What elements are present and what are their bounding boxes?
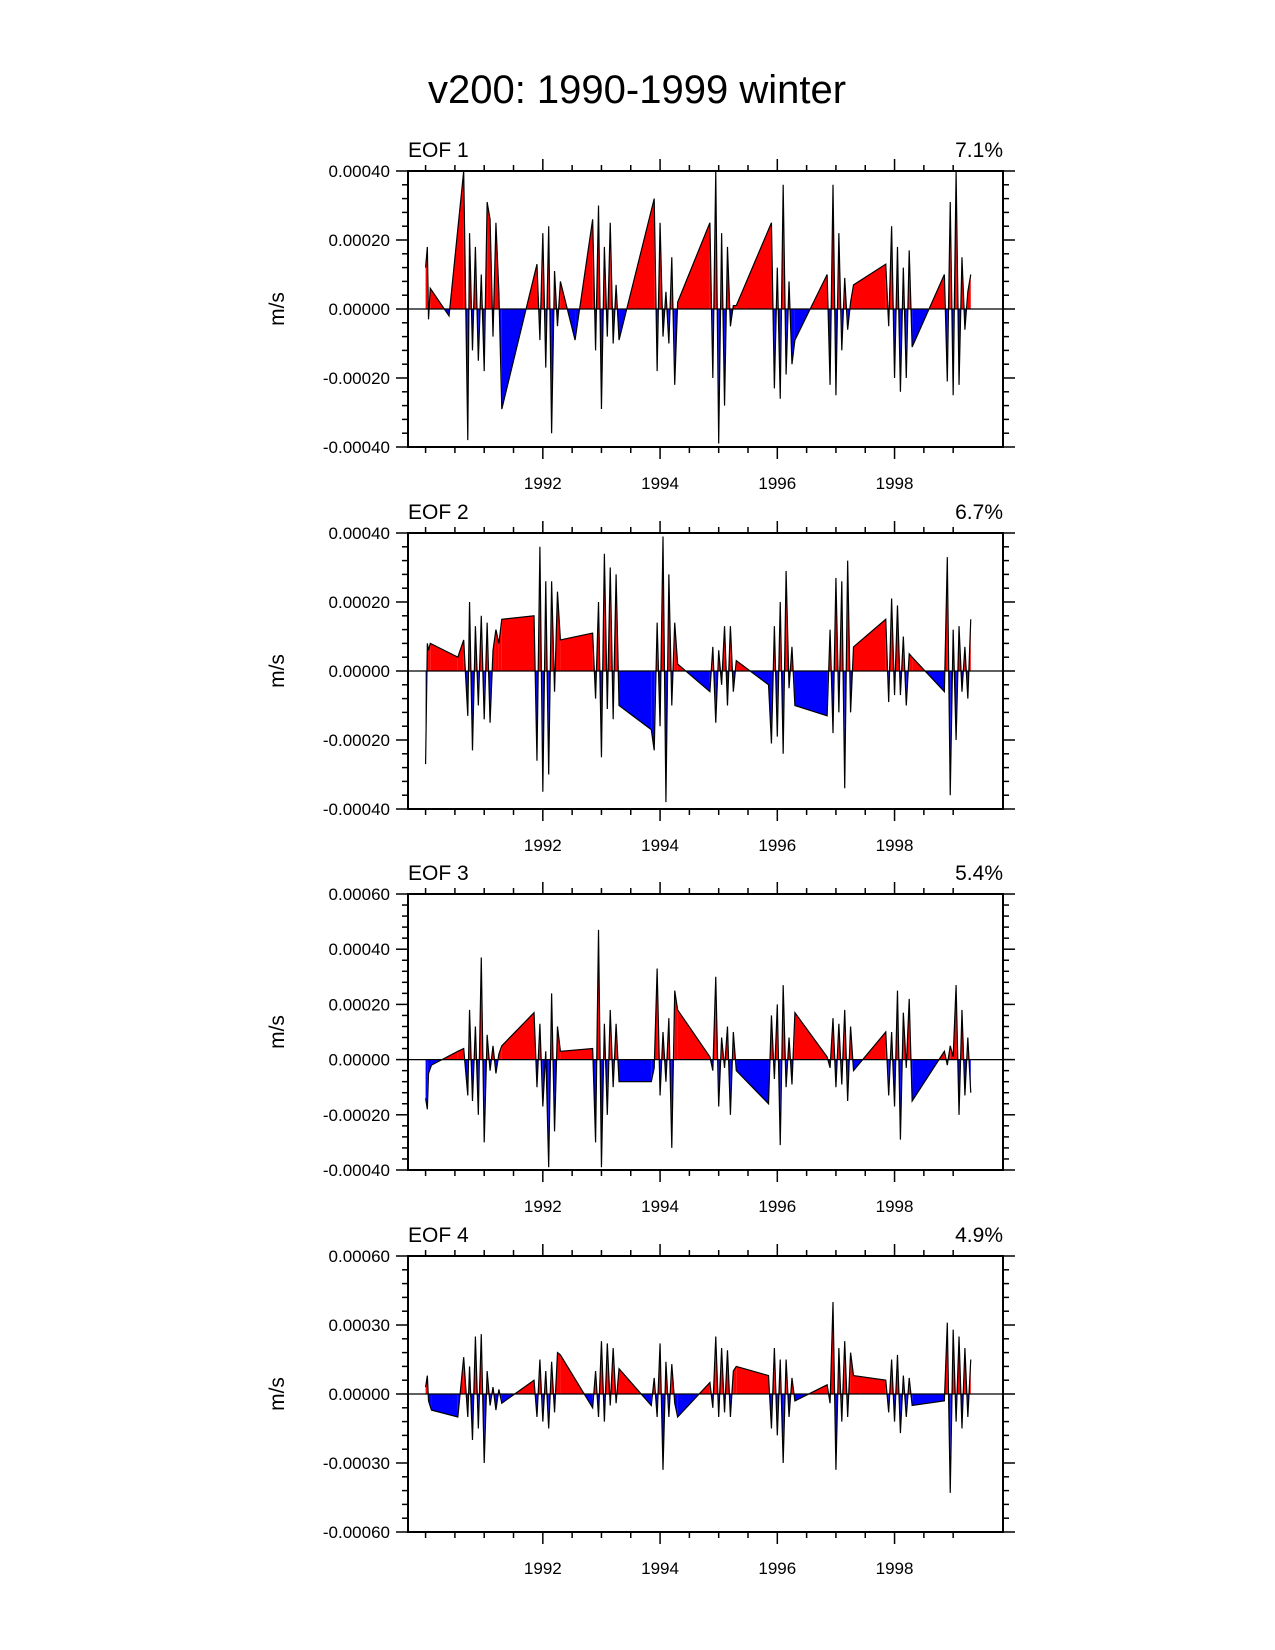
panel-title-right: 5.4% (955, 862, 1003, 885)
xtick-label: 1998 (876, 1559, 914, 1578)
eof-panel-4: -0.00060 -0.00030 0.00000 0.00030 0.00060 199… (266, 1224, 1015, 1578)
series-line (424, 929, 972, 1168)
positive-area-28 (560, 633, 593, 671)
positive-area-17 (498, 619, 502, 671)
panel-title-right: 4.9% (955, 1224, 1003, 1247)
ytick-label: 0.00000 (329, 662, 390, 681)
positive-area-75 (853, 1375, 886, 1394)
xtick-label: 1998 (876, 1197, 914, 1216)
xtick-label: 1996 (758, 1559, 796, 1578)
positive-area-54 (733, 1366, 737, 1394)
xtick-label: 1994 (641, 1197, 679, 1216)
ytick-label: 0.00020 (329, 593, 390, 612)
plot-frame (407, 893, 1004, 1171)
xtick-label: 1992 (524, 1197, 562, 1216)
positive-area-94 (967, 274, 971, 309)
ytick-label: -0.00040 (323, 1161, 390, 1180)
panel-title-left: EOF 1 (408, 139, 469, 162)
negative-area-33 (619, 1059, 652, 1082)
ytick-label: -0.00060 (323, 1523, 390, 1542)
positive-area-83 (909, 653, 913, 671)
positive-area-74 (853, 619, 886, 671)
ytick-label: 0.00020 (329, 995, 390, 1014)
ylabel: m/s (266, 292, 289, 326)
series-line (424, 1301, 972, 1493)
positive-area-47 (677, 222, 710, 309)
ytick-label: 0.00040 (329, 162, 390, 181)
figure-title: v200: 1990-1999 winter (428, 68, 846, 112)
eof-panel-2: -0.00040 -0.00020 0.00000 0.00020 0.00040 199… (266, 501, 1015, 855)
xtick-label: 1992 (524, 474, 562, 493)
xtick-label: 1996 (758, 836, 796, 855)
ytick-label: -0.00040 (323, 438, 390, 457)
xtick-label: 1994 (641, 836, 679, 855)
ytick-label: -0.00040 (323, 800, 390, 819)
negative-area-29 (651, 671, 655, 751)
negative-area-59 (791, 309, 795, 365)
ylabel: m/s (266, 654, 289, 688)
positive-area-0 (425, 246, 428, 309)
positive-area-15 (493, 629, 496, 671)
ytick-label: -0.00030 (323, 1454, 390, 1473)
xtick-label: 1994 (641, 474, 679, 493)
positive-area-75 (853, 264, 886, 309)
xtick-label: 1994 (641, 1559, 679, 1578)
positive-area-18 (501, 615, 535, 671)
xtick-label: 1998 (876, 474, 914, 493)
series-line (424, 170, 972, 444)
negative-area-51 (736, 1059, 769, 1104)
ytick-label: 0.00060 (329, 1247, 390, 1266)
positive-area-13 (487, 202, 491, 309)
series-line (424, 536, 972, 803)
positive-area-4 (457, 639, 464, 671)
ytick-label: 0.00030 (329, 1316, 390, 1335)
panel-title-left: EOF 2 (408, 501, 469, 524)
ytick-label: 0.00000 (329, 1051, 390, 1070)
ytick-label: 0.00000 (329, 1385, 390, 1404)
ytick-label: 0.00040 (329, 940, 390, 959)
positive-area-15 (501, 1012, 535, 1060)
xtick-label: 1996 (758, 1197, 796, 1216)
ylabel: m/s (266, 1015, 289, 1049)
xtick-label: 1998 (876, 836, 914, 855)
xtick-label: 1992 (524, 836, 562, 855)
ytick-label: 0.00000 (329, 300, 390, 319)
positive-area-3 (430, 643, 458, 671)
eof-panels: -0.00040 -0.00020 0.00000 0.00020 0.00040 199… (266, 139, 1015, 1578)
positive-area-25 (557, 1352, 561, 1394)
negative-area-82 (912, 1394, 945, 1406)
ytick-label: 0.00060 (329, 885, 390, 904)
negative-area-57 (794, 671, 828, 716)
positive-area-16 (495, 629, 499, 671)
ytick-label: 0.00020 (329, 231, 390, 250)
ytick-label: -0.00020 (323, 731, 390, 750)
xtick-label: 1992 (524, 1559, 562, 1578)
positive-area-25 (560, 1048, 593, 1060)
negative-area-0 (425, 1059, 428, 1110)
positive-area-1 (457, 1048, 464, 1060)
eof-panel-3: -0.00040 -0.00020 0.00000 0.00020 0.00040 0.0… (266, 862, 1015, 1216)
ytick-label: -0.00020 (323, 1106, 390, 1125)
panel-title-right: 6.7% (955, 501, 1003, 524)
panel-title-left: EOF 4 (408, 1224, 469, 1247)
negative-area-28 (619, 671, 652, 730)
ytick-label: -0.00020 (323, 369, 390, 388)
panel-title-right: 7.1% (955, 139, 1003, 162)
ylabel: m/s (266, 1377, 289, 1411)
panel-title-left: EOF 3 (408, 862, 469, 885)
ytick-label: 0.00040 (329, 524, 390, 543)
xtick-label: 1996 (758, 474, 796, 493)
eof-panel-1: -0.00040 -0.00020 0.00000 0.00020 0.00040 199… (266, 139, 1015, 493)
positive-area-56 (733, 305, 737, 309)
